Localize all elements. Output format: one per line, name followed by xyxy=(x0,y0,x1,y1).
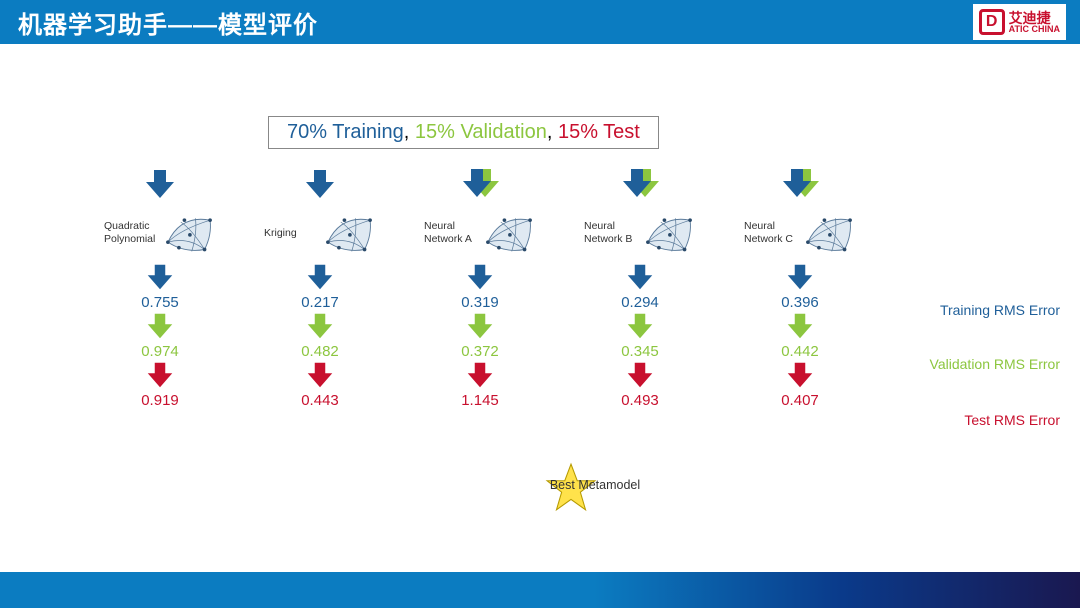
arrow-validation xyxy=(626,311,654,341)
logo-cn-text: 艾迪捷 xyxy=(1009,11,1060,25)
model-column: Quadratic Polynomial 0.755 0.974 0.919 xyxy=(80,164,240,409)
arrow-down-train-icon xyxy=(621,167,653,199)
arrow-down-icon xyxy=(306,361,334,389)
surface-icon xyxy=(482,211,536,255)
arrow-test xyxy=(146,360,174,390)
train-value: 0.396 xyxy=(781,294,819,311)
test-value: 0.443 xyxy=(301,392,339,409)
page-title: 机器学习助手——模型评价 xyxy=(18,5,318,40)
top-arrow-group xyxy=(304,164,336,204)
legend-train: Training RMS Error xyxy=(940,302,1060,318)
arrow-train xyxy=(466,262,494,292)
model-column: Kriging 0.217 0.482 0.443 xyxy=(240,164,400,409)
model-label: Neural Network B xyxy=(584,220,642,245)
data-split-box: 70% Training, 15% Validation, 15% Test xyxy=(268,116,659,149)
validation-value: 0.442 xyxy=(781,343,819,360)
test-value: 0.493 xyxy=(621,392,659,409)
arrow-down-train-icon xyxy=(781,167,813,199)
arrow-down-icon xyxy=(626,263,654,291)
arrow-down-icon xyxy=(466,361,494,389)
legend-test: Test RMS Error xyxy=(964,412,1060,428)
surface-icon xyxy=(642,211,696,255)
header-bar: 机器学习助手——模型评价 D 艾迪捷 ATIC CHINA xyxy=(0,0,1080,44)
model-label: Neural Network C xyxy=(744,220,802,245)
train-value: 0.755 xyxy=(141,294,179,311)
arrow-down-icon xyxy=(146,312,174,340)
split-train-text: 70% Training xyxy=(287,121,404,143)
arrow-down-train-icon xyxy=(304,168,336,200)
model-row: Kriging xyxy=(240,204,400,262)
model-row: Quadratic Polynomial xyxy=(80,204,240,262)
arrow-down-train-icon xyxy=(461,167,493,199)
test-value: 1.145 xyxy=(461,392,499,409)
model-row: Neural Network C xyxy=(720,204,880,262)
surface-icon xyxy=(162,211,216,255)
best-metamodel-marker: Best Metamodel xyxy=(545,462,597,519)
arrow-train xyxy=(786,262,814,292)
best-metamodel-label: Best Metamodel xyxy=(535,478,655,492)
validation-value: 0.345 xyxy=(621,343,659,360)
arrow-test xyxy=(466,360,494,390)
brand-logo: D 艾迪捷 ATIC CHINA xyxy=(973,4,1066,40)
surface-icon xyxy=(802,211,856,255)
train-value: 0.319 xyxy=(461,294,499,311)
split-test-text: 15% Test xyxy=(558,121,640,143)
arrow-down-icon xyxy=(786,361,814,389)
validation-value: 0.482 xyxy=(301,343,339,360)
top-arrow-group xyxy=(621,164,659,204)
validation-value: 0.372 xyxy=(461,343,499,360)
top-arrow-group xyxy=(461,164,499,204)
model-label: Neural Network A xyxy=(424,220,482,245)
arrow-validation xyxy=(466,311,494,341)
footer-bar xyxy=(0,572,1080,608)
arrow-down-icon xyxy=(146,361,174,389)
arrow-down-icon xyxy=(146,263,174,291)
surface-icon xyxy=(322,211,376,255)
validation-value: 0.974 xyxy=(141,343,179,360)
logo-mark-icon: D xyxy=(979,9,1005,35)
diagram-canvas: 70% Training, 15% Validation, 15% Test Q… xyxy=(0,44,1080,572)
split-validation-text: 15% Validation xyxy=(415,121,547,143)
model-column: Neural Network B 0.294 0.345 0.493 xyxy=(560,164,720,409)
test-value: 0.407 xyxy=(781,392,819,409)
top-arrow-group xyxy=(781,164,819,204)
model-row: Neural Network B xyxy=(560,204,720,262)
model-column: Neural Network A 0.319 0.372 1.145 xyxy=(400,164,560,409)
arrow-test xyxy=(786,360,814,390)
arrow-test xyxy=(626,360,654,390)
test-value: 0.919 xyxy=(141,392,179,409)
arrow-down-icon xyxy=(466,263,494,291)
model-label: Kriging xyxy=(264,227,322,240)
logo-en-text: ATIC CHINA xyxy=(1009,25,1060,34)
arrow-validation xyxy=(786,311,814,341)
arrow-down-train-icon xyxy=(144,168,176,200)
arrow-train xyxy=(306,262,334,292)
model-column: Neural Network C 0.396 0.442 0.407 xyxy=(720,164,880,409)
train-value: 0.294 xyxy=(621,294,659,311)
arrow-test xyxy=(306,360,334,390)
arrow-down-icon xyxy=(786,312,814,340)
model-columns: Quadratic Polynomial 0.755 0.974 0.919 K… xyxy=(80,164,880,409)
legend-validation: Validation RMS Error xyxy=(930,356,1060,372)
top-arrow-group xyxy=(144,164,176,204)
arrow-down-icon xyxy=(626,361,654,389)
arrow-down-icon xyxy=(786,263,814,291)
arrow-down-icon xyxy=(626,312,654,340)
model-row: Neural Network A xyxy=(400,204,560,262)
arrow-train xyxy=(146,262,174,292)
arrow-validation xyxy=(146,311,174,341)
model-label: Quadratic Polynomial xyxy=(104,220,162,245)
arrow-down-icon xyxy=(466,312,494,340)
arrow-down-icon xyxy=(306,312,334,340)
train-value: 0.217 xyxy=(301,294,339,311)
arrow-down-icon xyxy=(306,263,334,291)
arrow-validation xyxy=(306,311,334,341)
arrow-train xyxy=(626,262,654,292)
